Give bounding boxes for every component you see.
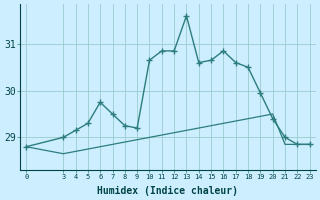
X-axis label: Humidex (Indice chaleur): Humidex (Indice chaleur) — [98, 186, 238, 196]
